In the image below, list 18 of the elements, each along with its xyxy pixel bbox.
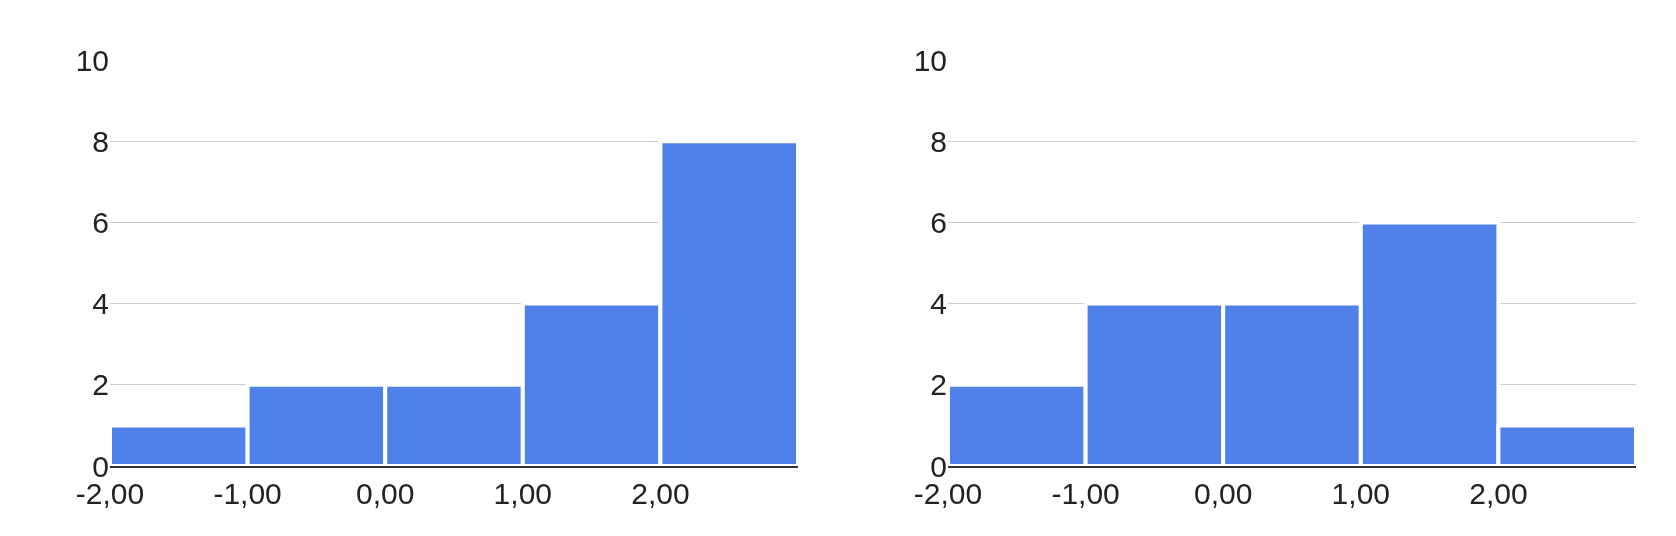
y-tick-label: 8	[930, 124, 947, 158]
y-tick-label: 10	[913, 43, 947, 77]
x-tick-label: 2,00	[1469, 477, 1528, 510]
y-tick-label: 6	[930, 205, 947, 239]
y-tick-label: 2	[92, 368, 109, 402]
y-tick-label: 2	[930, 368, 947, 402]
y-tick-label: 4	[92, 287, 109, 321]
y-tick-label: 10	[75, 43, 109, 77]
y-tick-label: 6	[92, 205, 109, 239]
x-tick-label: 1,00	[493, 477, 552, 510]
x-tick-label: 1,00	[1331, 477, 1390, 510]
x-tick-label: 0,00	[1194, 477, 1253, 510]
y-tick-label: 4	[930, 287, 947, 321]
x-tick-label: -1,00	[1051, 477, 1120, 510]
x-tick-label: 2,00	[631, 477, 690, 510]
x-tick-label: -1,00	[213, 477, 282, 510]
y-tick-label: 8	[92, 124, 109, 158]
x-tick-label: 0,00	[356, 477, 415, 510]
